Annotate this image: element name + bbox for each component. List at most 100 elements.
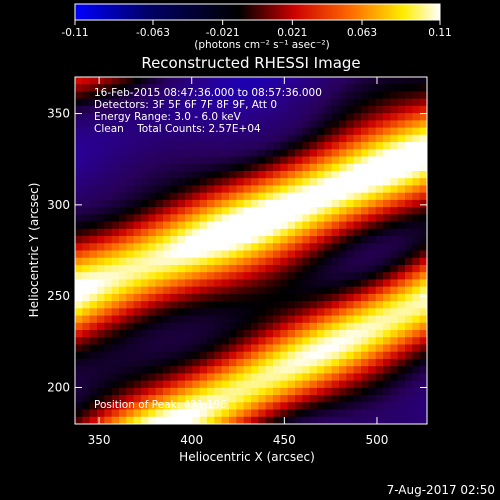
heatmap-cell [177, 134, 186, 143]
heatmap-cell [221, 134, 230, 143]
heatmap-cell [258, 156, 267, 165]
heatmap-cell [214, 272, 223, 281]
heatmap-cell [302, 185, 311, 194]
heatmap-cell [339, 380, 347, 389]
heatmap-cell [346, 243, 355, 252]
heatmap-cell [309, 134, 318, 143]
heatmap-cell [368, 395, 377, 403]
heatmap-cell [75, 134, 83, 143]
heatmap-cell [192, 113, 201, 121]
heatmap-cell [236, 236, 245, 244]
heatmap-cell [82, 387, 91, 396]
heatmap-cell [155, 149, 164, 158]
heatmap-cell [133, 286, 142, 295]
heatmap-cell [405, 301, 413, 309]
heatmap-cell [368, 272, 377, 281]
heatmap-cell [324, 387, 333, 396]
heatmap-cell [236, 84, 245, 93]
heatmap-cell [221, 257, 230, 266]
colorbar-tick-label: -0.063 [136, 27, 170, 39]
heatmap-cell [243, 84, 252, 93]
heatmap-cell [97, 344, 105, 353]
heatmap-cell [89, 192, 98, 201]
heatmap-cell [317, 192, 325, 201]
heatmap-cell [192, 387, 201, 396]
heatmap-cell [317, 330, 325, 338]
heatmap-cell [295, 264, 303, 273]
heatmap-cell [309, 293, 318, 302]
heatmap-cell [273, 134, 281, 143]
heatmap-cell [287, 264, 296, 273]
heatmap-cell [375, 264, 384, 273]
heatmap-cell [419, 192, 427, 201]
heatmap-cell [368, 380, 377, 389]
heatmap-cell [375, 127, 384, 136]
heatmap-cell [383, 395, 391, 403]
heatmap-cell [155, 120, 164, 129]
heatmap-cell [111, 257, 120, 266]
heatmap-cell [126, 351, 135, 360]
heatmap-cell [199, 199, 208, 208]
heatmap-cell [104, 142, 113, 150]
heatmap-cell [133, 351, 142, 360]
heatmap-cell [346, 228, 355, 237]
heatmap-cell [273, 279, 281, 288]
heatmap-cell [383, 91, 391, 100]
heatmap-cell [141, 279, 149, 288]
heatmap-cell [126, 301, 135, 309]
heatmap-cell [353, 142, 362, 150]
heatmap-cell [126, 243, 135, 252]
heatmap-cell [75, 395, 83, 403]
heatmap-cell [221, 236, 230, 244]
heatmap-cell [405, 344, 413, 353]
heatmap-cell [82, 308, 91, 317]
heatmap-cell [229, 257, 237, 266]
heatmap-cell [97, 366, 105, 374]
heatmap-cell [111, 330, 120, 338]
heatmap-cell [119, 156, 127, 165]
heatmap-cell [353, 409, 362, 418]
heatmap-cell [346, 120, 355, 129]
heatmap-cell [397, 77, 406, 85]
heatmap-cell [302, 409, 311, 418]
heatmap-cell [221, 409, 230, 418]
heatmap-cell [412, 120, 421, 129]
heatmap-cell [353, 105, 362, 114]
heatmap-cell [163, 236, 171, 244]
heatmap-cell [75, 286, 83, 295]
heatmap-cell [89, 221, 98, 230]
heatmap-cell [177, 373, 186, 382]
heatmap-cell [368, 293, 377, 302]
heatmap-cell [383, 84, 391, 93]
heatmap-cell [258, 98, 267, 107]
heatmap-cell [405, 373, 413, 382]
heatmap-cell [207, 77, 215, 85]
heatmap-cell [353, 322, 362, 331]
heatmap-cell [192, 228, 201, 237]
heatmap-cell [383, 127, 391, 136]
heatmap-cell [251, 293, 259, 302]
heatmap-cell [419, 337, 427, 346]
heatmap-cell [111, 279, 120, 288]
heatmap-cell [302, 221, 311, 230]
heatmap-cell [97, 170, 105, 179]
heatmap-cell [258, 402, 267, 411]
heatmap-cell [221, 98, 230, 107]
heatmap-cell [353, 134, 362, 143]
heatmap-cell [214, 409, 223, 418]
heatmap-cell [287, 221, 296, 230]
heatmap-cell [346, 185, 355, 194]
heatmap-cell [339, 409, 347, 418]
heatmap-cell [163, 113, 171, 121]
heatmap-cell [383, 272, 391, 281]
heatmap-cell [368, 264, 377, 273]
heatmap-cell [331, 163, 340, 172]
x-axis-label: Heliocentric X (arcsec) [179, 450, 315, 464]
heatmap-cell [302, 236, 311, 244]
heatmap-cell [339, 366, 347, 374]
heatmap-cell [280, 358, 289, 367]
heatmap-cell [258, 214, 267, 223]
heatmap-cell [229, 228, 237, 237]
heatmap-cell [273, 315, 281, 324]
heatmap-cell [419, 149, 427, 158]
